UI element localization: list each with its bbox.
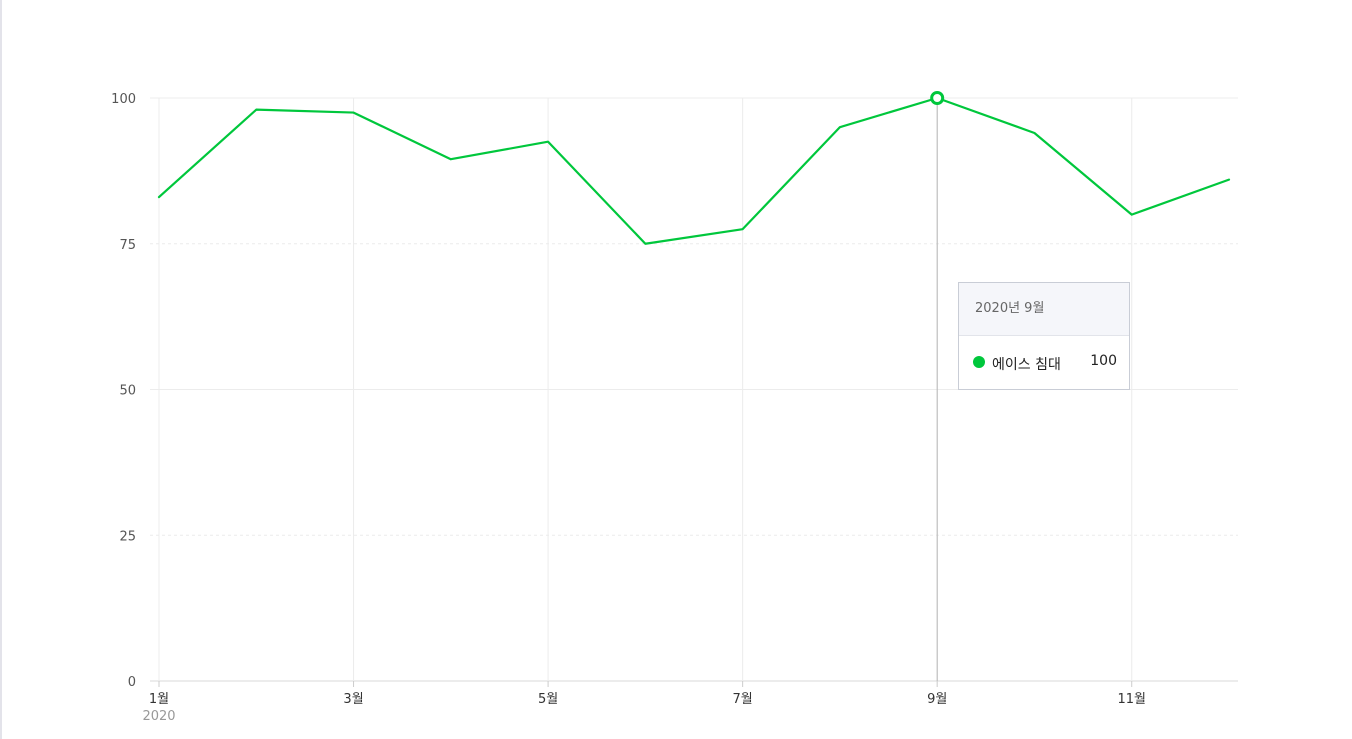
tooltip-series-label: 에이스 침대: [992, 357, 1061, 373]
y-tick-label: 25: [119, 529, 136, 544]
x-tick-year-label: 2020: [142, 709, 175, 724]
y-tick-label: 50: [119, 384, 136, 399]
series-line: [157, 96, 1231, 245]
x-tick-label: 5월: [538, 692, 558, 707]
y-tick-label: 100: [111, 92, 136, 107]
tooltip-row: 에이스 침대 100: [959, 336, 1129, 391]
highlight-point: [930, 91, 945, 105]
series-color-dot-icon: [973, 356, 985, 368]
x-tick-label: 9월: [927, 692, 947, 707]
chart-tooltip: 2020년 9월 에이스 침대 100: [958, 282, 1130, 390]
x-tick-label: 3월: [343, 692, 363, 707]
y-tick-label: 0: [128, 675, 136, 690]
tooltip-value: 100: [1090, 353, 1117, 369]
y-tick-label: 75: [119, 238, 136, 253]
x-tick-label: 11월: [1117, 692, 1146, 707]
x-tick-label: 1월: [149, 692, 169, 707]
x-tick-label: 7월: [733, 692, 753, 707]
tooltip-header: 2020년 9월: [959, 283, 1129, 336]
